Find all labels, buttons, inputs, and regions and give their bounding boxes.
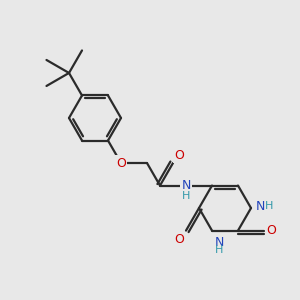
Text: N: N bbox=[215, 236, 224, 249]
Text: O: O bbox=[266, 224, 276, 237]
Text: N: N bbox=[181, 179, 191, 192]
Text: H: H bbox=[215, 244, 224, 255]
Text: O: O bbox=[174, 232, 184, 246]
Text: O: O bbox=[116, 157, 126, 169]
Text: H: H bbox=[265, 201, 273, 211]
Text: O: O bbox=[174, 149, 184, 162]
Text: N: N bbox=[256, 200, 266, 213]
Text: H: H bbox=[182, 190, 190, 200]
